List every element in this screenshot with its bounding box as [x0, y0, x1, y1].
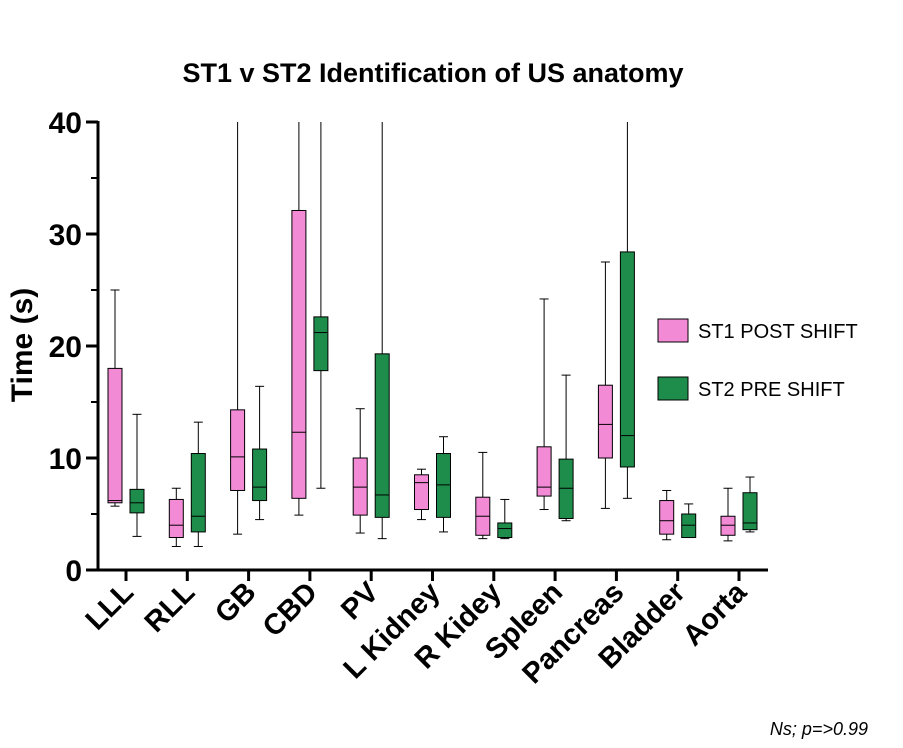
box-iqr [291, 209, 307, 499]
box [252, 385, 268, 521]
y-axis: 0 10 20 30 40 [49, 107, 100, 588]
y-tick-label: 10 [49, 443, 82, 476]
box-plot-series [107, 122, 758, 547]
box [168, 487, 184, 547]
box [107, 289, 123, 507]
y-tick-label: 0 [65, 555, 82, 588]
box-iqr [129, 488, 145, 514]
x-tick-label: PV [335, 576, 385, 626]
box [619, 122, 635, 499]
box [742, 476, 758, 533]
series-st2-pre-shift [129, 122, 758, 547]
y-axis-label: Time (s) [6, 288, 39, 402]
box-iqr [742, 492, 758, 531]
legend-label: ST1 POST SHIFT [698, 321, 858, 343]
box-iqr [252, 448, 268, 502]
box [313, 122, 329, 489]
box [681, 503, 697, 539]
box-iqr [190, 453, 206, 533]
box [374, 122, 390, 540]
chart-title: ST1 v ST2 Identification of US anatomy [182, 58, 683, 88]
box-iqr [230, 409, 246, 491]
box [414, 468, 429, 521]
box [497, 498, 513, 540]
x-tick-label: LLL [80, 576, 140, 636]
box-iqr [352, 457, 368, 516]
y-tick-label: 40 [49, 107, 82, 140]
y-tick-label: 20 [49, 331, 82, 364]
box [190, 421, 206, 547]
x-tick-label: RLL [139, 576, 201, 638]
box [536, 298, 552, 511]
box-iqr [536, 446, 552, 497]
box [720, 487, 736, 542]
x-tick-label: CBD [257, 576, 324, 643]
box-iqr [619, 251, 635, 468]
box [129, 413, 145, 537]
legend-label: ST2 PRE SHIFT [698, 379, 845, 401]
box [475, 451, 491, 540]
y-tick-label: 30 [49, 219, 82, 252]
legend-swatch [657, 376, 689, 401]
series-st1-post-shift [107, 122, 736, 547]
box [558, 374, 574, 522]
legend-swatch [657, 318, 689, 343]
box-iqr [313, 316, 329, 372]
significance-note: Ns; p=>0.99 [770, 719, 868, 739]
box [659, 489, 675, 541]
box [597, 261, 613, 509]
box [230, 122, 246, 535]
box-iqr [597, 384, 613, 459]
box-iqr [436, 453, 451, 518]
legend: ST1 POST SHIFT ST2 PRE SHIFT [657, 318, 858, 401]
box-iqr [497, 522, 513, 539]
box-iqr [659, 500, 675, 535]
box-iqr [374, 353, 390, 518]
box-iqr [168, 498, 184, 539]
box [352, 408, 368, 534]
box-iqr [107, 367, 123, 504]
box [436, 436, 451, 533]
box-iqr [558, 458, 574, 519]
box-iqr [414, 474, 429, 511]
x-tick-label: Aorta [677, 576, 754, 653]
box [291, 122, 307, 516]
x-tick-label: GB [209, 576, 262, 629]
box-iqr [681, 513, 697, 539]
box-iqr [720, 515, 736, 536]
